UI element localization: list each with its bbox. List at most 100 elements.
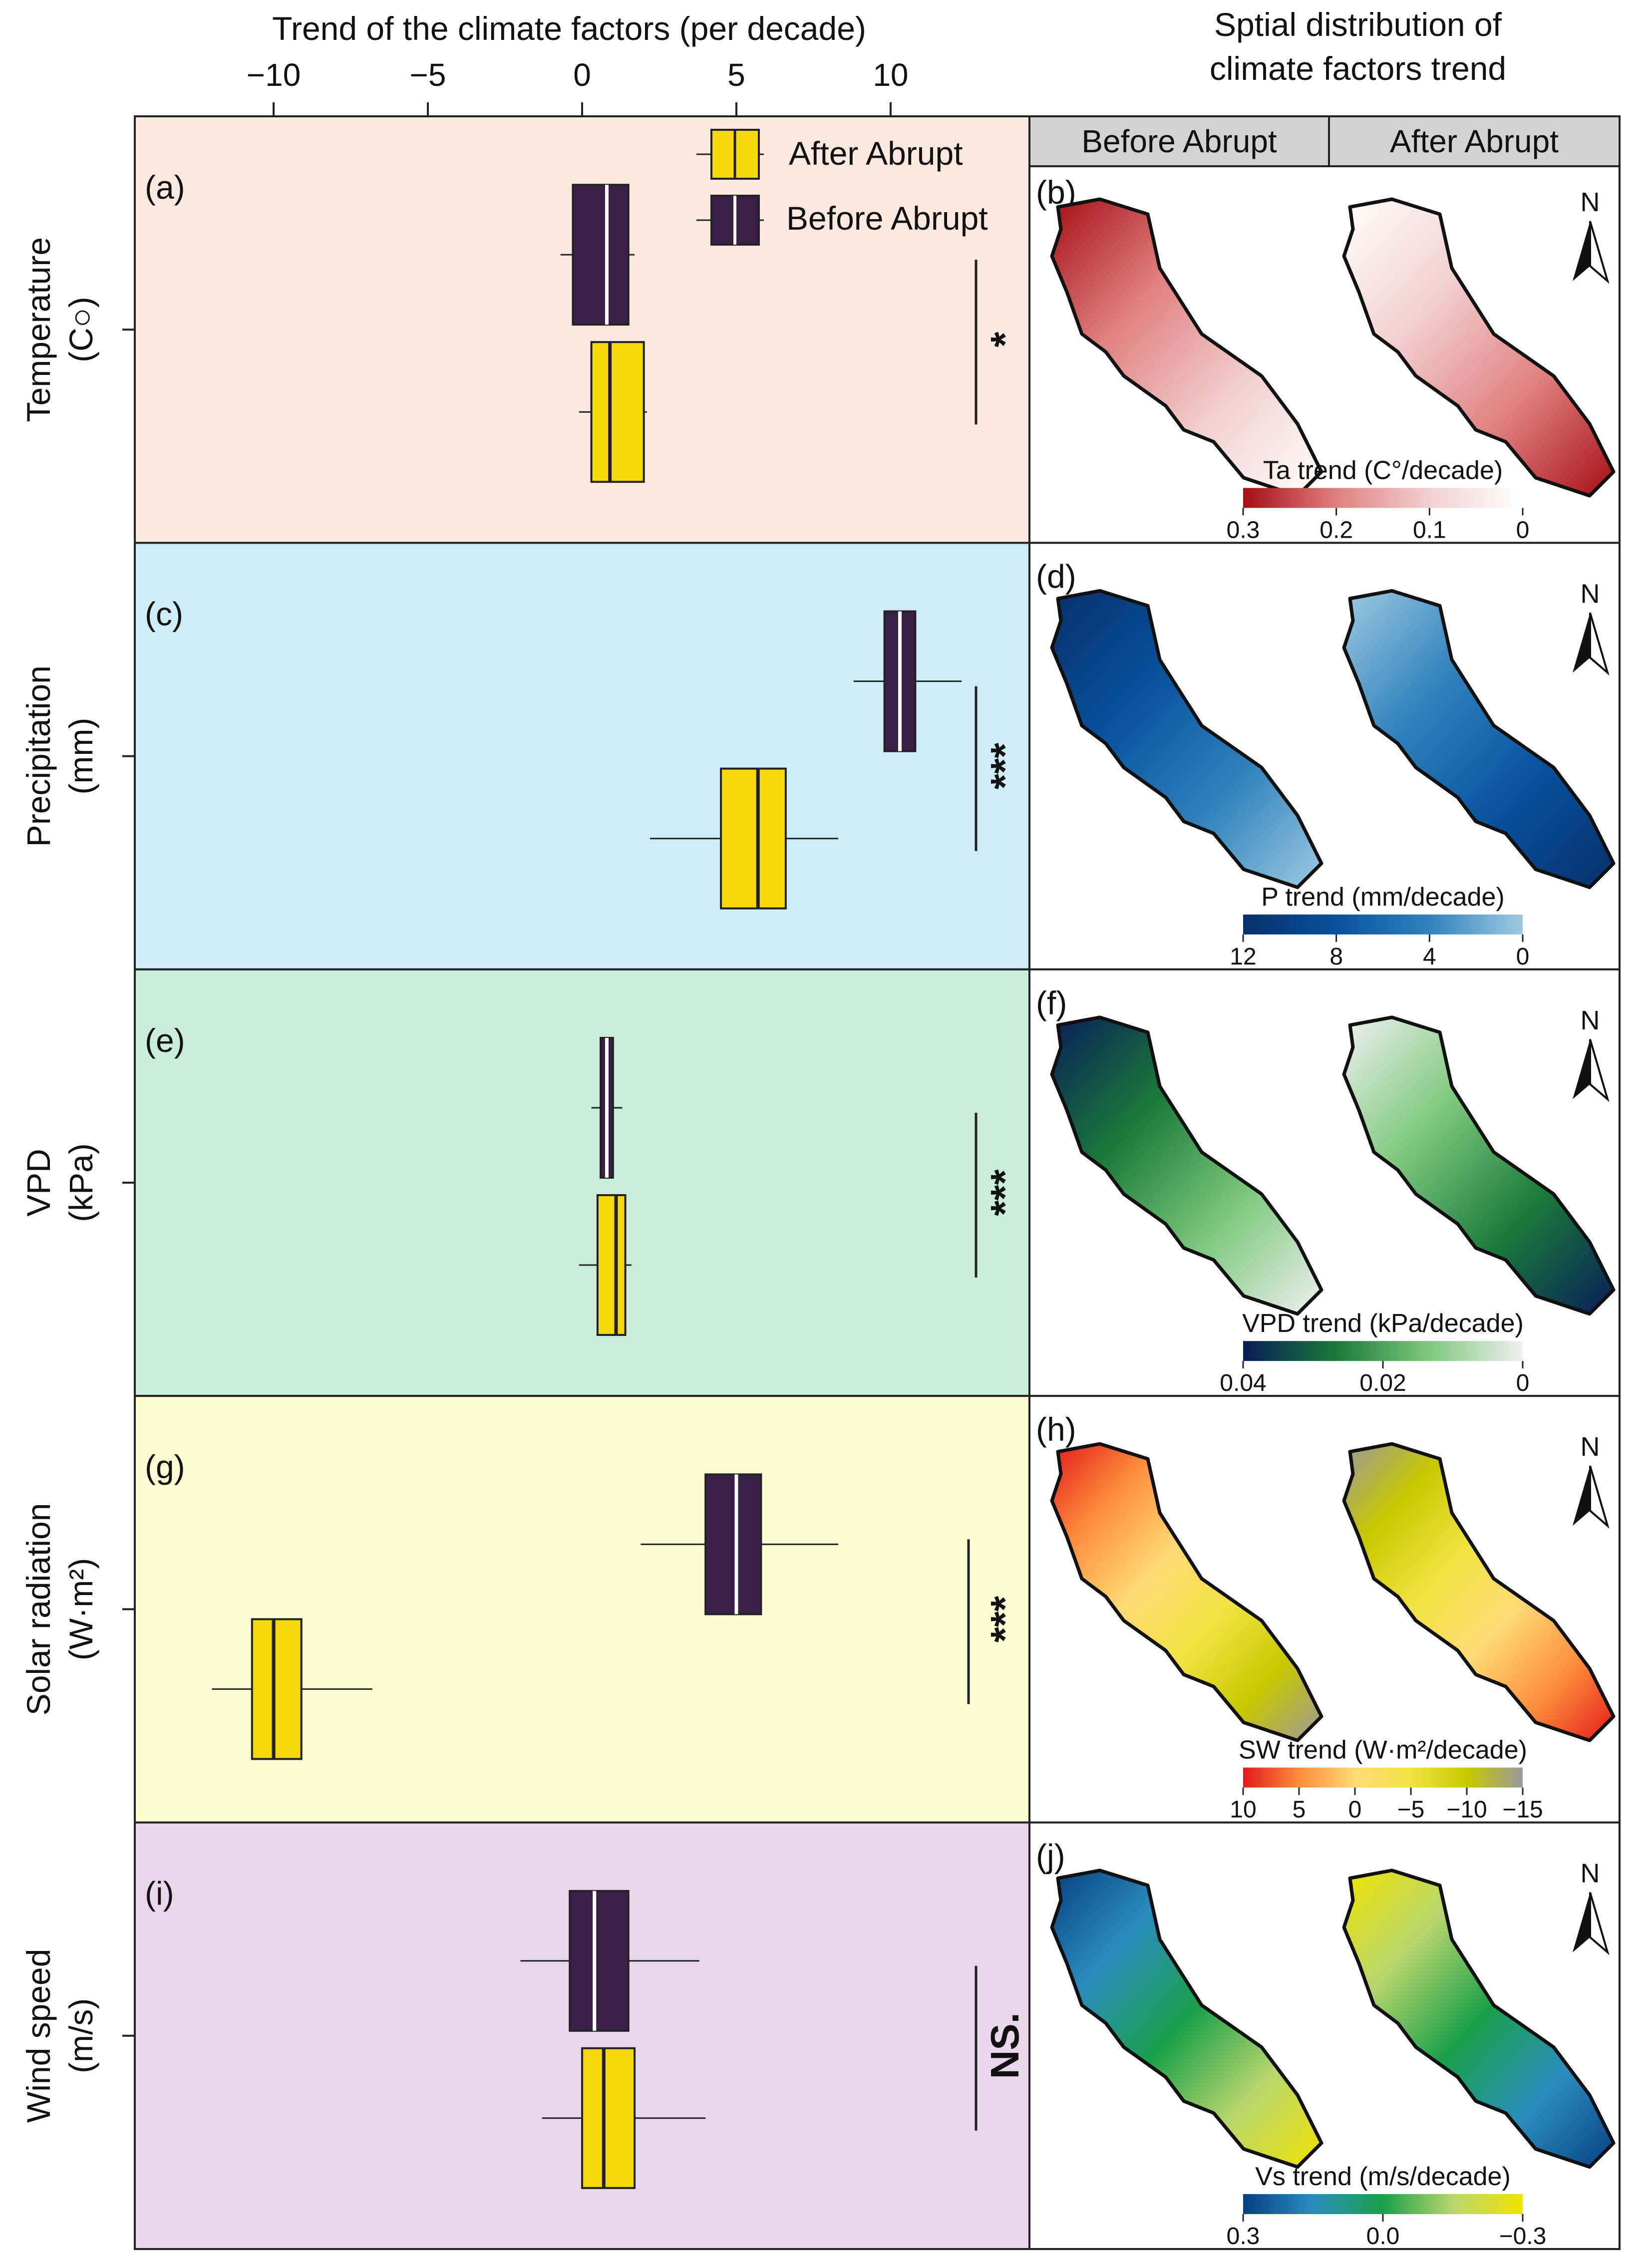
colorbar-tick-label: 0.3 [1227, 517, 1260, 543]
x-tick-label: −10 [247, 57, 301, 93]
panel-label: (a) [145, 169, 185, 206]
colorbar-tick-label: 0 [1516, 944, 1530, 970]
map-after-abrupt [1342, 1869, 1616, 2169]
after-abrupt-box [596, 1194, 627, 1336]
y-axis-label: Solar radiation [20, 1503, 57, 1716]
after-abrupt-box [590, 341, 645, 483]
header-after-label: After Abrupt [1390, 123, 1559, 159]
after-abrupt-box [251, 1618, 303, 1760]
x-axis-ticks: −10 −5 0 5 10 [247, 57, 909, 116]
north-arrow-icon [1573, 1039, 1590, 1099]
north-arrow-icon [1573, 613, 1590, 673]
y-axis-unit: (W·m²) [62, 1558, 99, 1660]
y-axis-label: VPD [20, 1149, 57, 1217]
legend: After Abrupt Before Abrupt [696, 129, 988, 246]
map-after-abrupt [1342, 1442, 1616, 1742]
map-panel-label: (j) [1036, 1838, 1065, 1875]
north-arrow-icon [1573, 1892, 1590, 1952]
y-axis-unit: (C○) [62, 297, 99, 362]
map-before-abrupt [1050, 1869, 1323, 2169]
boxplot-panels: (a) Temperature (C○) * (c) Precipitation (mm) *… [20, 115, 1030, 2251]
north-arrow-label: N [1581, 187, 1600, 217]
north-arrow-icon [1573, 1466, 1590, 1526]
map-panel-label: (d) [1036, 558, 1076, 595]
colorbar [1243, 1341, 1523, 1361]
after-abrupt [542, 2047, 706, 2189]
panel-background [134, 115, 1030, 544]
y-axis-unit: (kPa) [62, 1143, 99, 1222]
y-axis-unit: (m/s) [62, 1998, 99, 2073]
panel-label: (i) [145, 1875, 174, 1912]
colorbar [1243, 2194, 1523, 2214]
colorbar-tick-label: 5 [1293, 1797, 1306, 1823]
colorbar-tick-label: 0.04 [1220, 1370, 1266, 1396]
legend-after-label: After Abrupt [789, 135, 963, 172]
colorbar-tick-label: 4 [1423, 944, 1436, 970]
colorbar-tick-label: 0.0 [1366, 2223, 1400, 2250]
y-axis-label: Wind speed [20, 1949, 57, 2123]
north-arrow-icon [1589, 1892, 1610, 1955]
before-abrupt-box [569, 1890, 630, 2032]
colorbar [1243, 488, 1523, 508]
colorbar [1243, 1767, 1523, 1788]
colorbar-tick-label: 0.2 [1320, 517, 1353, 543]
after-abrupt [212, 1618, 372, 1760]
panel-background [134, 542, 1030, 971]
y-axis-label: Precipitation [20, 665, 57, 847]
after-abrupt-box [720, 767, 787, 910]
colorbar-tick-label: 10 [1230, 1797, 1256, 1823]
colorbar-tick-label: 0 [1516, 1370, 1530, 1396]
colorbar-title: VPD trend (kPa/decade) [1242, 1309, 1524, 1338]
header-before-label: Before Abrupt [1081, 123, 1277, 159]
right-title-line1: Sptial distribution of [1214, 6, 1502, 43]
significance-label: * [983, 331, 1027, 347]
before-abrupt [520, 1890, 699, 2032]
after-abrupt [579, 341, 647, 483]
colorbar-tick-label: −10 [1446, 1797, 1487, 1823]
north-arrow-icon [1589, 1465, 1610, 1529]
colorbar-title: Vs trend (m/s/decade) [1255, 2162, 1511, 2191]
map-after-abrupt [1342, 197, 1616, 498]
north-arrow-label: N [1581, 1432, 1600, 1462]
header-before-cell [1028, 115, 1330, 167]
north-arrow-label: N [1581, 1859, 1600, 1889]
x-tick-label: 5 [727, 57, 745, 93]
before-abrupt [641, 1473, 838, 1616]
colorbar [1243, 914, 1523, 935]
panel-label: (g) [145, 1448, 185, 1485]
after-abrupt [650, 767, 838, 910]
before-abrupt [560, 184, 635, 326]
significance-label: *** [983, 1169, 1027, 1216]
colorbar-tick-label: 0 [1348, 1797, 1362, 1823]
map-before-abrupt [1050, 197, 1323, 498]
x-tick-label: 10 [873, 57, 908, 93]
y-axis-unit: (mm) [62, 718, 99, 795]
colorbar-tick-label: 0.02 [1359, 1370, 1406, 1396]
significance-label: *** [983, 1596, 1027, 1642]
north-arrow-label: N [1581, 1005, 1600, 1035]
north-arrow-icon [1589, 221, 1610, 284]
legend-before-label: Before Abrupt [786, 200, 988, 237]
x-tick-label: 0 [573, 57, 591, 93]
significance-label: NS. [983, 2012, 1027, 2079]
north-arrow-icon [1589, 1039, 1610, 1102]
north-arrow-label: N [1581, 579, 1600, 609]
map-after-abrupt [1342, 1015, 1616, 1316]
colorbar-tick-label: −5 [1397, 1797, 1425, 1823]
colorbar-tick-label: 8 [1329, 944, 1343, 970]
before-abrupt [591, 1037, 623, 1179]
colorbar-tick-label: −15 [1502, 1797, 1543, 1823]
panel-background [134, 968, 1030, 1397]
map-before-abrupt [1050, 1015, 1323, 1316]
colorbar-tick-label: −0.3 [1499, 2223, 1547, 2250]
colorbar-tick-label: 0.1 [1413, 517, 1446, 543]
map-panel-label: (f) [1036, 984, 1067, 1021]
y-axis-label: Temperature [20, 237, 57, 422]
before-abrupt-box [572, 184, 630, 326]
before-abrupt-box [704, 1473, 762, 1616]
after-abrupt [579, 1194, 632, 1336]
colorbar-title: Ta trend (C°/decade) [1263, 456, 1503, 485]
colorbar-title: P trend (mm/decade) [1261, 883, 1504, 912]
right-title-line2: climate factors trend [1210, 50, 1506, 87]
